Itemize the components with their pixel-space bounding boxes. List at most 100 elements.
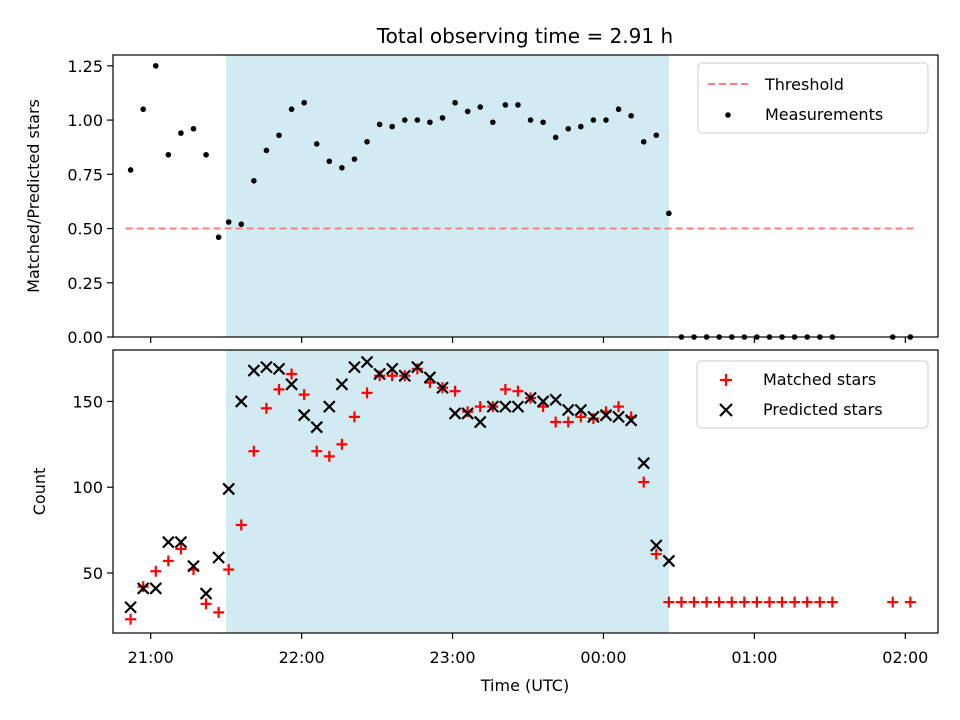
matched-star-point	[776, 596, 788, 608]
measurement-point	[565, 125, 572, 132]
matched-star-point	[462, 406, 474, 418]
matched-star-point	[336, 438, 348, 450]
predicted-star-point	[348, 360, 361, 374]
measurement-point	[666, 210, 672, 217]
predicted-star-point	[499, 400, 512, 413]
predicted-star-point	[448, 407, 462, 420]
matched-legend-label: Matched stars	[763, 370, 876, 389]
ratio-legend-box	[697, 62, 929, 134]
measurement-point	[140, 106, 146, 113]
measurement-point	[165, 151, 172, 158]
predicted-star-point	[536, 395, 550, 408]
measurements-legend-label: Measurements	[765, 105, 883, 124]
measurement-point	[376, 121, 383, 128]
matched-star-point	[801, 596, 813, 608]
predicted-star-point	[637, 456, 650, 470]
predicted-star-point	[234, 395, 248, 408]
matched-star-point	[726, 596, 738, 608]
x-tick-label: 02:00	[882, 648, 928, 667]
ratio-plot-frame	[112, 54, 939, 338]
measurement-point	[427, 119, 433, 126]
predicted-star-point	[473, 415, 487, 429]
measurement-point	[215, 234, 222, 241]
ratio-y-ticks: 0.00 0.25 0.50 0.75 1.00 1.25	[67, 57, 113, 347]
matched-star-point	[125, 613, 137, 625]
matched-star-point	[904, 596, 916, 608]
predicted-star-point	[335, 378, 349, 391]
matched-star-point	[675, 596, 687, 608]
predicted-star-point	[599, 408, 613, 422]
predicted-star-point	[297, 408, 311, 422]
predicted-star-point	[222, 482, 235, 496]
measurement-point	[301, 99, 307, 106]
observing-window-shade-top	[226, 55, 669, 337]
x-tick-label: 23:00	[430, 648, 476, 667]
measurement-point	[276, 132, 282, 139]
matched-star-point	[499, 383, 511, 395]
ratio-x-ticks	[150, 337, 906, 343]
measurement-point	[288, 106, 295, 113]
measurement-point	[452, 99, 458, 106]
predicted-star-point	[650, 539, 663, 552]
predicted-star-point	[260, 360, 273, 374]
count-legend-box	[696, 360, 929, 429]
measurement-point	[263, 147, 270, 154]
matched-star-point	[650, 548, 662, 560]
measurement-point	[238, 221, 245, 227]
measurement-point	[527, 117, 534, 123]
matched-star-point	[150, 565, 162, 577]
predicted-star-point	[174, 535, 188, 549]
predicted-star-point	[411, 360, 424, 374]
predicted-star-point	[511, 400, 525, 413]
matched-star-point	[248, 445, 260, 457]
matched-star-point	[286, 368, 298, 380]
predicted-star-point	[199, 587, 213, 600]
predicted-star-point	[524, 391, 537, 405]
chart-title: Total observing time = 2.91 h	[376, 24, 673, 48]
matched-star-point	[763, 596, 775, 608]
predicted-star-point	[423, 371, 437, 384]
count-legend: Matched stars Predicted stars	[696, 360, 929, 429]
measurement-point	[552, 134, 559, 141]
measurement-point	[590, 117, 597, 123]
predicted-star-point	[124, 600, 137, 614]
predicted-star-point	[385, 362, 399, 376]
measurements-legend-swatch	[725, 112, 731, 118]
predicted-star-point	[285, 378, 298, 391]
x-tick-label: 21:00	[128, 648, 174, 667]
matched-star-point	[213, 606, 225, 618]
measurement-point	[152, 63, 159, 69]
matched-star-point	[887, 596, 899, 608]
matched-star-point	[550, 416, 562, 428]
measurement-point	[225, 219, 232, 225]
matched-star-point	[361, 387, 373, 399]
predicted-star-point	[360, 355, 374, 369]
predicted-star-point	[373, 367, 386, 381]
matched-star-point	[562, 416, 574, 428]
predicted-star-point	[561, 403, 575, 417]
x-axis-label: Time (UTC)	[480, 676, 569, 695]
y-tick-label: 0.25	[67, 274, 103, 293]
y-tick-label: 0.50	[67, 220, 103, 239]
y-tick-label: 0.00	[67, 328, 103, 347]
matched-star-point	[449, 385, 461, 397]
matched-star-point	[162, 555, 174, 567]
ratio-panel: 0.00 0.25 0.50 0.75 1.00 1.25 Matched/Predict…	[24, 54, 939, 347]
measurement-point	[490, 119, 496, 126]
measurement-point	[401, 117, 408, 123]
matched-star-point	[613, 401, 625, 413]
matched-star-point	[260, 402, 272, 414]
y-tick-label: 0.75	[67, 165, 103, 184]
measurement-point	[578, 123, 584, 130]
measurement-point	[313, 141, 320, 147]
matched-star-point	[512, 385, 524, 397]
measurement-point	[389, 123, 395, 130]
matched-star-point	[738, 596, 750, 608]
predicted-star-point	[136, 582, 150, 595]
matched-star-point	[374, 370, 386, 382]
matched-star-point	[587, 413, 599, 425]
matched-star-point	[713, 596, 725, 608]
matched-star-point	[575, 411, 587, 423]
measurement-point	[439, 115, 446, 121]
predicted-star-point	[549, 393, 562, 407]
